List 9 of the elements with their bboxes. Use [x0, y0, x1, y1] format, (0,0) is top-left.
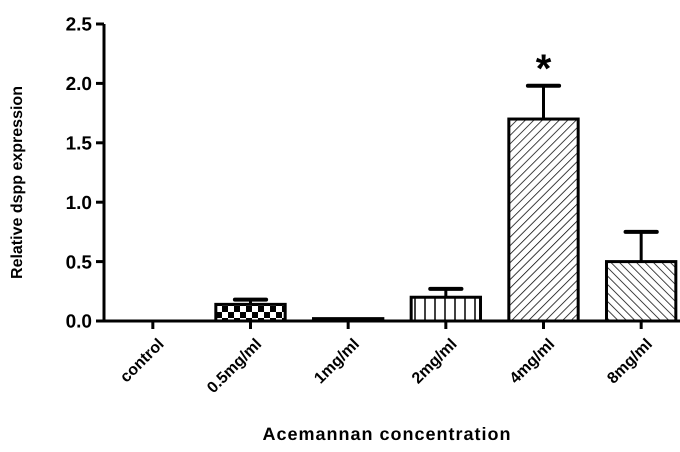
y-tick-label: 2.0 — [66, 74, 92, 96]
y-tick-label: 1.5 — [66, 133, 92, 154]
y-tick-label: 1.0 — [66, 192, 92, 214]
annotation: * — [536, 46, 552, 91]
y-axis-title: Relative dspp expression — [9, 86, 26, 279]
y-tick-label: 0.0 — [66, 312, 92, 333]
y-tick-label: 0.5 — [66, 252, 92, 274]
x-axis-title: Acemannan concentration — [262, 424, 512, 444]
y-tick-label: 2.5 — [66, 14, 92, 36]
